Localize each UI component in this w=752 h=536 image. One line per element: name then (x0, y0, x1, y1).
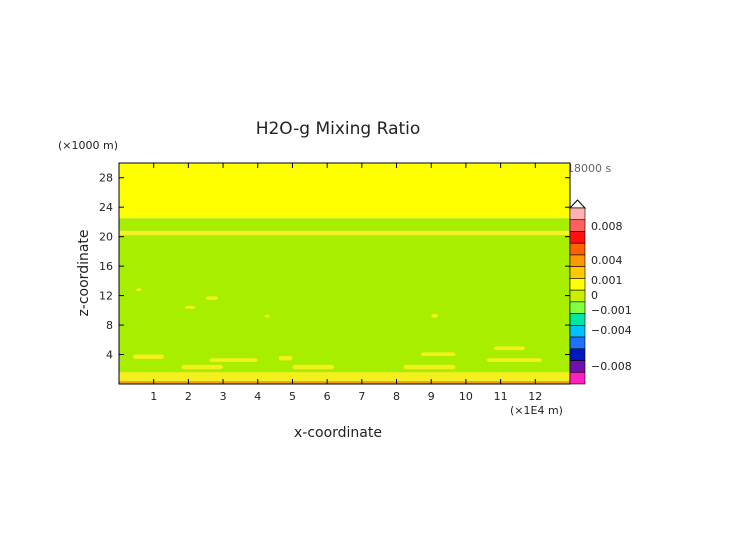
colorbar-label: −0.004 (591, 324, 632, 337)
colorbar-arrow (568, 199, 587, 209)
x-tick-label: 4 (254, 390, 261, 403)
contour-patch (431, 314, 439, 318)
y-tick-label: 24 (99, 201, 113, 214)
contour-patch (486, 358, 543, 362)
colorbar-label: 0 (591, 289, 598, 302)
colorbar-segment (569, 336, 586, 350)
colorbar-segment (569, 266, 586, 279)
contour-patch (493, 346, 525, 351)
y-axis-label: z-coordinate (76, 229, 92, 316)
colorbar-segment (569, 278, 586, 291)
x-tick-label: 9 (428, 390, 435, 403)
x-tick-label: 2 (185, 390, 192, 403)
x-tick-label: 1 (150, 390, 157, 403)
colorbar-segment (569, 219, 586, 232)
x-tick-label: 3 (220, 390, 227, 403)
contour-layer (119, 372, 570, 384)
colorbar-label: 0.004 (591, 254, 623, 267)
x-tick-label: 8 (393, 390, 400, 403)
x-tick-label: 6 (324, 390, 331, 403)
plot-area (119, 163, 570, 384)
contour-patch (181, 364, 224, 370)
colorbar-segment (569, 348, 586, 361)
y-unit-label: (×1000 m) (58, 139, 118, 152)
contour-layer (119, 230, 570, 236)
contour-layer (119, 381, 570, 384)
y-tick-label: 4 (106, 349, 113, 362)
colorbar-segment (569, 313, 586, 326)
colorbar: 0.008 0.004 0.001 0 −0.001 −0.004 −0.008 (568, 199, 632, 385)
colorbar-segment (569, 301, 586, 314)
y-tick-label: 16 (99, 260, 113, 273)
contour-patch (264, 314, 270, 318)
x-axis-label: x-coordinate (294, 425, 382, 441)
time-label: 18000 s (567, 162, 611, 175)
contour-patch (205, 296, 218, 301)
colorbar-segment (569, 207, 586, 221)
contour-patch (278, 356, 293, 361)
x-tick-label: 7 (358, 390, 365, 403)
y-tick-label: 28 (99, 172, 113, 185)
contour-patch (184, 305, 196, 309)
x-tick-label: 10 (459, 390, 473, 403)
contour-patch (136, 288, 142, 292)
y-tick-label: 20 (99, 231, 113, 244)
colorbar-segment (569, 360, 586, 373)
colorbar-segment (569, 231, 586, 244)
x-tick-label: 5 (289, 390, 296, 403)
colorbar-label: 0.001 (591, 274, 623, 287)
contour-layer (119, 163, 570, 219)
x-tick-label: 11 (494, 390, 508, 403)
y-tick-label: 12 (99, 290, 113, 303)
colorbar-segment (569, 289, 586, 303)
contour-patch (292, 364, 335, 370)
contour-patch (403, 364, 456, 370)
contour-patch (420, 352, 456, 357)
colorbar-label: −0.001 (591, 304, 632, 317)
contour-patch (209, 358, 258, 362)
colorbar-segment (569, 254, 586, 267)
x-tick-label: 12 (528, 390, 542, 403)
colorbar-segment (569, 371, 586, 385)
colorbar-label: 0.008 (591, 220, 623, 233)
contour-layer (119, 218, 570, 384)
colorbar-segment (569, 325, 586, 338)
x-unit-label: (×1E4 m) (510, 404, 563, 417)
y-tick-label: 8 (106, 319, 113, 332)
colorbar-label: −0.008 (591, 360, 632, 373)
colorbar-segment (569, 242, 586, 256)
chart-title: H2O-g Mixing Ratio (256, 119, 421, 139)
contour-patch (132, 354, 165, 359)
